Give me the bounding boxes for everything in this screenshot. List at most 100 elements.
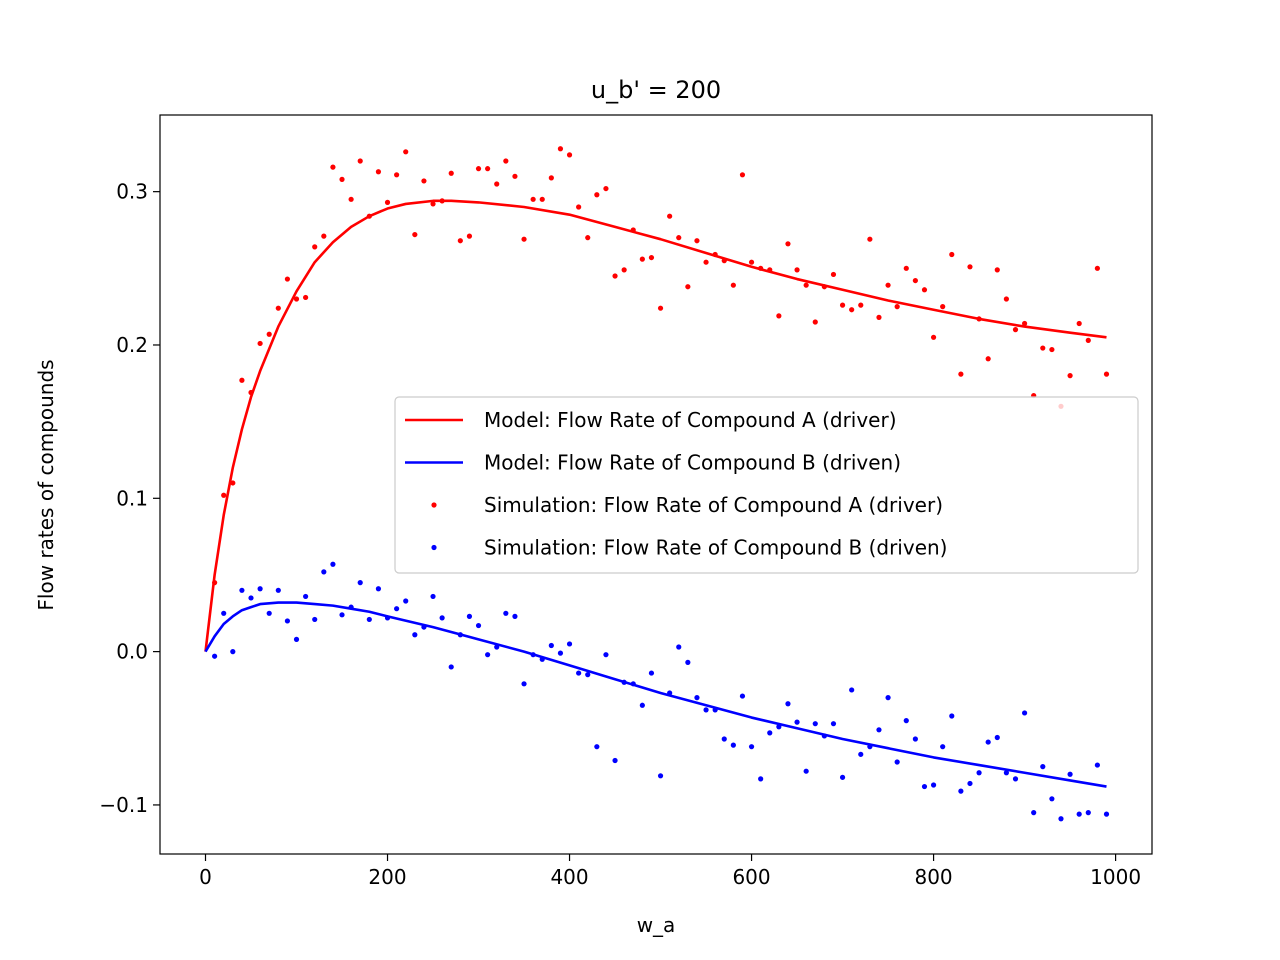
data-point — [967, 780, 973, 787]
chart-title: u_b' = 200 — [591, 76, 721, 104]
data-point — [758, 776, 764, 782]
data-point — [421, 624, 427, 630]
data-point — [667, 690, 673, 696]
data-point — [1012, 776, 1019, 782]
data-point — [239, 587, 245, 593]
data-point — [1003, 770, 1009, 776]
data-point — [375, 169, 382, 175]
data-point — [912, 277, 918, 284]
data-point — [284, 276, 291, 282]
data-point — [1049, 346, 1055, 353]
data-point — [812, 319, 818, 325]
data-point — [1040, 764, 1046, 770]
data-point — [375, 586, 382, 592]
data-point — [758, 265, 764, 271]
data-point — [576, 204, 582, 210]
data-point — [621, 679, 627, 685]
data-point — [576, 670, 582, 676]
data-point — [657, 305, 664, 311]
data-point — [284, 618, 291, 624]
data-point — [721, 736, 727, 742]
data-point — [903, 718, 909, 724]
data-point — [430, 593, 436, 600]
data-point — [548, 642, 554, 649]
data-point — [639, 256, 645, 262]
data-point — [994, 267, 1000, 273]
data-point — [494, 644, 500, 650]
data-point — [794, 719, 800, 725]
data-point — [512, 613, 518, 619]
data-point — [748, 259, 755, 265]
data-point — [293, 296, 300, 302]
data-point — [366, 616, 372, 623]
data-point — [648, 670, 655, 676]
data-point — [1103, 811, 1110, 817]
data-point — [248, 389, 254, 396]
legend-swatch-marker — [431, 544, 437, 551]
data-point — [394, 172, 400, 178]
y-tick-label: 0.3 — [116, 180, 148, 204]
data-point — [876, 727, 882, 733]
data-point — [712, 251, 718, 258]
data-point — [412, 632, 418, 638]
y-tick-label: 0.0 — [116, 640, 148, 664]
data-point — [557, 650, 564, 656]
data-point — [275, 305, 281, 311]
data-point — [776, 313, 782, 319]
data-point — [867, 236, 873, 242]
data-point — [421, 178, 427, 184]
data-point — [230, 480, 236, 486]
data-point — [275, 587, 281, 593]
data-point — [212, 580, 218, 586]
legend-frame — [394, 396, 1139, 574]
data-point — [748, 744, 755, 750]
data-point — [212, 653, 218, 659]
legend-entry-label: Simulation: Flow Rate of Compound A (dri… — [484, 493, 943, 517]
data-point — [603, 652, 609, 658]
data-point — [1067, 373, 1073, 379]
data-point — [776, 724, 782, 730]
data-point — [257, 586, 263, 592]
data-point — [1076, 320, 1082, 327]
data-point — [384, 615, 391, 621]
data-point — [885, 282, 891, 288]
data-point — [621, 267, 627, 273]
y-tick-label: 0.2 — [116, 333, 148, 357]
data-point — [839, 774, 846, 780]
legend: Model: Flow Rate of Compound A (driver) M… — [394, 396, 1139, 574]
data-point — [585, 672, 591, 678]
data-point — [603, 185, 609, 192]
data-point — [694, 238, 700, 244]
scatter-series-3 — [212, 561, 1110, 822]
data-point — [767, 730, 773, 736]
data-point — [958, 371, 964, 377]
data-point — [885, 695, 891, 701]
data-point — [566, 641, 573, 647]
data-point — [739, 172, 746, 178]
x-axis-label: w_a — [637, 913, 676, 937]
data-point — [321, 233, 327, 239]
data-point — [548, 175, 554, 181]
data-point — [1094, 265, 1100, 271]
x-axis: 0 200 400 600 800 1000 — [199, 854, 1141, 889]
data-point — [940, 744, 946, 750]
data-point — [530, 652, 536, 658]
data-point — [812, 721, 818, 727]
data-point — [348, 604, 354, 610]
data-point — [694, 695, 700, 701]
data-point — [357, 580, 363, 586]
data-point — [1040, 345, 1046, 351]
data-point — [1058, 816, 1064, 822]
data-point — [485, 652, 491, 658]
data-point — [1094, 762, 1100, 768]
data-point — [685, 659, 691, 665]
data-point — [949, 251, 955, 258]
data-point — [594, 192, 600, 198]
data-point — [794, 267, 800, 273]
data-point — [630, 681, 636, 687]
data-point — [894, 759, 900, 765]
data-point — [876, 314, 882, 320]
series-line-1 — [204, 601, 1107, 788]
data-point — [466, 233, 473, 239]
data-point — [1003, 296, 1009, 302]
